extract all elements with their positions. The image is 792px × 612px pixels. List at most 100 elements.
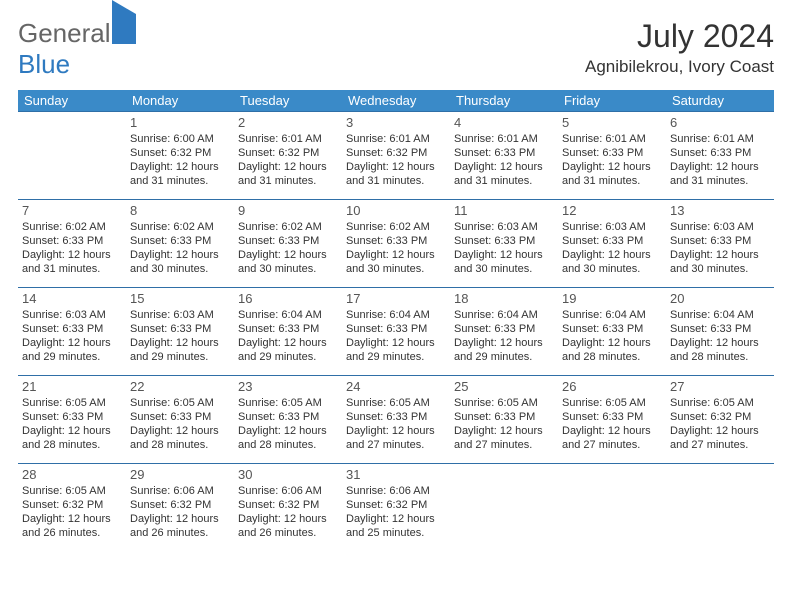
daylight-text: Daylight: 12 hours and 31 minutes. (562, 160, 662, 188)
day-cell: 18Sunrise: 6:04 AMSunset: 6:33 PMDayligh… (450, 288, 558, 376)
daylight-text: Daylight: 12 hours and 26 minutes. (238, 512, 338, 540)
day-cell: 31Sunrise: 6:06 AMSunset: 6:32 PMDayligh… (342, 464, 450, 552)
day-cell: 26Sunrise: 6:05 AMSunset: 6:33 PMDayligh… (558, 376, 666, 464)
day-number: 18 (454, 291, 554, 306)
day-cell: 25Sunrise: 6:05 AMSunset: 6:33 PMDayligh… (450, 376, 558, 464)
daylight-text: Daylight: 12 hours and 31 minutes. (346, 160, 446, 188)
sunset-text: Sunset: 6:33 PM (670, 234, 770, 248)
day-cell: 22Sunrise: 6:05 AMSunset: 6:33 PMDayligh… (126, 376, 234, 464)
sunset-text: Sunset: 6:33 PM (670, 146, 770, 160)
sunset-text: Sunset: 6:32 PM (670, 410, 770, 424)
day-cell: 9Sunrise: 6:02 AMSunset: 6:33 PMDaylight… (234, 200, 342, 288)
daylight-text: Daylight: 12 hours and 29 minutes. (22, 336, 122, 364)
dayhead-mon: Monday (126, 90, 234, 112)
day-number: 11 (454, 203, 554, 218)
week-row: 14Sunrise: 6:03 AMSunset: 6:33 PMDayligh… (18, 288, 774, 376)
day-number: 5 (562, 115, 662, 130)
logo-text: General Blue (18, 18, 136, 80)
day-cell: 5Sunrise: 6:01 AMSunset: 6:33 PMDaylight… (558, 112, 666, 200)
sunrise-text: Sunrise: 6:03 AM (22, 308, 122, 322)
logo-line2: Blue (18, 49, 70, 79)
daylight-text: Daylight: 12 hours and 27 minutes. (562, 424, 662, 452)
sunrise-text: Sunrise: 6:05 AM (238, 396, 338, 410)
daylight-text: Daylight: 12 hours and 28 minutes. (130, 424, 230, 452)
day-cell: 7Sunrise: 6:02 AMSunset: 6:33 PMDaylight… (18, 200, 126, 288)
sunset-text: Sunset: 6:33 PM (562, 410, 662, 424)
sunset-text: Sunset: 6:33 PM (454, 410, 554, 424)
day-cell: 13Sunrise: 6:03 AMSunset: 6:33 PMDayligh… (666, 200, 774, 288)
day-cell: 15Sunrise: 6:03 AMSunset: 6:33 PMDayligh… (126, 288, 234, 376)
sunset-text: Sunset: 6:33 PM (22, 410, 122, 424)
sunset-text: Sunset: 6:32 PM (346, 498, 446, 512)
sunset-text: Sunset: 6:32 PM (22, 498, 122, 512)
daylight-text: Daylight: 12 hours and 31 minutes. (454, 160, 554, 188)
day-cell: 23Sunrise: 6:05 AMSunset: 6:33 PMDayligh… (234, 376, 342, 464)
sunrise-text: Sunrise: 6:03 AM (670, 220, 770, 234)
daylight-text: Daylight: 12 hours and 25 minutes. (346, 512, 446, 540)
dayhead-wed: Wednesday (342, 90, 450, 112)
daylight-text: Daylight: 12 hours and 28 minutes. (562, 336, 662, 364)
sunrise-text: Sunrise: 6:06 AM (238, 484, 338, 498)
page-title: July 2024 (585, 18, 774, 55)
day-number: 20 (670, 291, 770, 306)
day-cell: 11Sunrise: 6:03 AMSunset: 6:33 PMDayligh… (450, 200, 558, 288)
sunrise-text: Sunrise: 6:02 AM (238, 220, 338, 234)
day-cell: 3Sunrise: 6:01 AMSunset: 6:32 PMDaylight… (342, 112, 450, 200)
sunrise-text: Sunrise: 6:06 AM (130, 484, 230, 498)
sunset-text: Sunset: 6:32 PM (238, 146, 338, 160)
sunset-text: Sunset: 6:32 PM (130, 146, 230, 160)
daylight-text: Daylight: 12 hours and 31 minutes. (22, 248, 122, 276)
dayhead-fri: Friday (558, 90, 666, 112)
day-number: 22 (130, 379, 230, 394)
daylight-text: Daylight: 12 hours and 28 minutes. (22, 424, 122, 452)
day-cell: 19Sunrise: 6:04 AMSunset: 6:33 PMDayligh… (558, 288, 666, 376)
day-number: 19 (562, 291, 662, 306)
day-cell: 10Sunrise: 6:02 AMSunset: 6:33 PMDayligh… (342, 200, 450, 288)
sunset-text: Sunset: 6:33 PM (454, 146, 554, 160)
sunrise-text: Sunrise: 6:05 AM (454, 396, 554, 410)
sunrise-text: Sunrise: 6:05 AM (670, 396, 770, 410)
day-cell: 27Sunrise: 6:05 AMSunset: 6:32 PMDayligh… (666, 376, 774, 464)
sunrise-text: Sunrise: 6:04 AM (670, 308, 770, 322)
day-cell: 16Sunrise: 6:04 AMSunset: 6:33 PMDayligh… (234, 288, 342, 376)
week-row: 21Sunrise: 6:05 AMSunset: 6:33 PMDayligh… (18, 376, 774, 464)
day-cell: 14Sunrise: 6:03 AMSunset: 6:33 PMDayligh… (18, 288, 126, 376)
sunrise-text: Sunrise: 6:01 AM (670, 132, 770, 146)
sunset-text: Sunset: 6:33 PM (22, 322, 122, 336)
day-number: 29 (130, 467, 230, 482)
day-cell (558, 464, 666, 552)
day-cell: 24Sunrise: 6:05 AMSunset: 6:33 PMDayligh… (342, 376, 450, 464)
sunset-text: Sunset: 6:32 PM (130, 498, 230, 512)
daylight-text: Daylight: 12 hours and 30 minutes. (670, 248, 770, 276)
day-cell: 30Sunrise: 6:06 AMSunset: 6:32 PMDayligh… (234, 464, 342, 552)
sunset-text: Sunset: 6:33 PM (562, 322, 662, 336)
sunset-text: Sunset: 6:33 PM (562, 146, 662, 160)
day-number: 17 (346, 291, 446, 306)
title-block: July 2024 Agnibilekrou, Ivory Coast (585, 18, 774, 77)
day-cell: 6Sunrise: 6:01 AMSunset: 6:33 PMDaylight… (666, 112, 774, 200)
daylight-text: Daylight: 12 hours and 31 minutes. (670, 160, 770, 188)
calendar-table: Sunday Monday Tuesday Wednesday Thursday… (18, 90, 774, 552)
day-number: 1 (130, 115, 230, 130)
sunrise-text: Sunrise: 6:05 AM (562, 396, 662, 410)
day-number: 9 (238, 203, 338, 218)
header: General Blue July 2024 Agnibilekrou, Ivo… (18, 18, 774, 80)
sunrise-text: Sunrise: 6:05 AM (346, 396, 446, 410)
sunset-text: Sunset: 6:33 PM (238, 410, 338, 424)
day-number: 27 (670, 379, 770, 394)
sunrise-text: Sunrise: 6:02 AM (22, 220, 122, 234)
sunset-text: Sunset: 6:33 PM (346, 410, 446, 424)
sunset-text: Sunset: 6:33 PM (454, 322, 554, 336)
daylight-text: Daylight: 12 hours and 30 minutes. (454, 248, 554, 276)
day-number: 24 (346, 379, 446, 394)
daylight-text: Daylight: 12 hours and 29 minutes. (454, 336, 554, 364)
sunset-text: Sunset: 6:32 PM (346, 146, 446, 160)
sunset-text: Sunset: 6:33 PM (346, 322, 446, 336)
sunrise-text: Sunrise: 6:06 AM (346, 484, 446, 498)
day-number: 7 (22, 203, 122, 218)
sunset-text: Sunset: 6:33 PM (130, 410, 230, 424)
week-row: 1Sunrise: 6:00 AMSunset: 6:32 PMDaylight… (18, 112, 774, 200)
day-cell: 1Sunrise: 6:00 AMSunset: 6:32 PMDaylight… (126, 112, 234, 200)
sunrise-text: Sunrise: 6:01 AM (346, 132, 446, 146)
day-cell: 12Sunrise: 6:03 AMSunset: 6:33 PMDayligh… (558, 200, 666, 288)
